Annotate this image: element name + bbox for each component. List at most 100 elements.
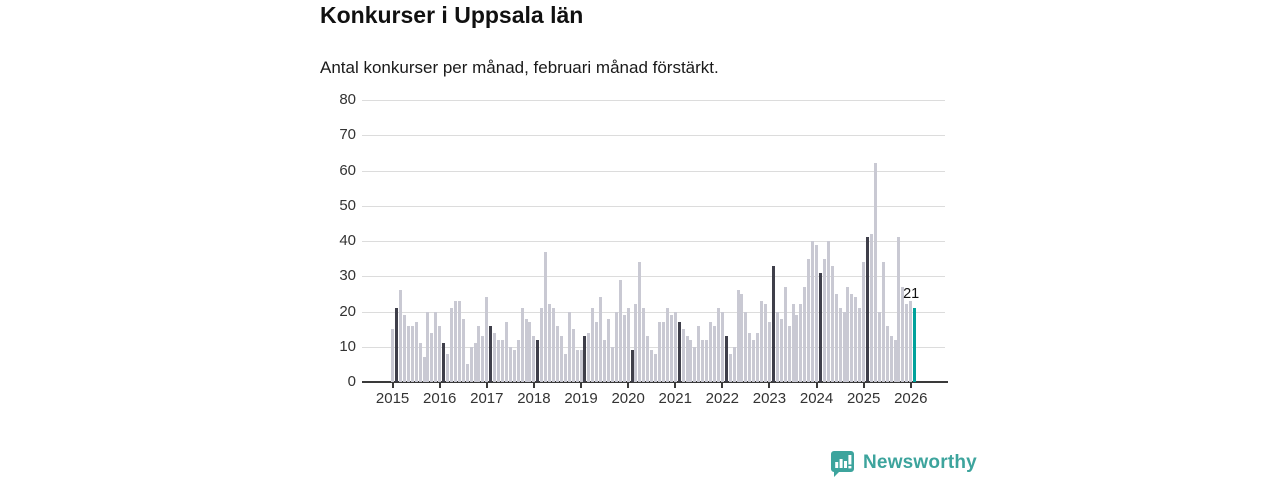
bar-2025-01 [862, 262, 866, 382]
bar-2020-04 [638, 262, 642, 382]
bar-2025-07 [885, 325, 889, 382]
bar-2025-05 [877, 311, 881, 382]
bar-2017-04 [497, 339, 501, 382]
bar-2021-01 [673, 311, 677, 382]
bar-2022-02 [724, 336, 728, 382]
bar-2015-03 [398, 290, 402, 382]
bar-2018-01 [532, 336, 536, 382]
bar-2020-09 [658, 322, 662, 382]
bar-2016-07 [461, 318, 465, 382]
bar-2021-12 [716, 307, 720, 382]
bar-2015-01 [391, 329, 395, 382]
y-axis-tick-label: 80 [339, 91, 356, 108]
bar-2025-06 [881, 262, 885, 382]
bar-2023-08 [795, 315, 799, 382]
bar-2017-08 [512, 350, 516, 382]
newsworthy-logo[interactable]: Newsworthy [830, 449, 977, 477]
x-axis-tick-label: 2021 [658, 390, 692, 407]
bar-2016-09 [469, 346, 473, 382]
bar-2022-07 [744, 311, 748, 382]
x-axis-tickmark-2019 [580, 383, 583, 388]
bar-2020-10 [661, 322, 665, 382]
gridline-y-20 [362, 311, 945, 313]
bar-2017-07 [508, 346, 512, 382]
bar-2017-11 [524, 318, 528, 382]
bar-2019-07 [603, 339, 607, 382]
y-axis-tick-label: 40 [339, 232, 356, 249]
bar-2019-11 [618, 279, 622, 382]
bar-2020-05 [642, 307, 646, 382]
y-axis-tick-label: 70 [339, 126, 356, 144]
bar-2021-08 [701, 339, 705, 382]
bar-2018-12 [575, 350, 579, 382]
x-axis-tick-label: 2017 [470, 390, 504, 407]
bar-2026-02 [913, 307, 917, 382]
gridline-y-50 [362, 205, 945, 207]
bar-2017-10 [520, 307, 524, 382]
bar-2018-10 [567, 311, 571, 382]
bar-2022-11 [760, 300, 764, 382]
logo-bar-tall [844, 460, 847, 468]
bar-2021-11 [712, 325, 716, 382]
bar-2020-12 [669, 315, 673, 382]
bar-2021-10 [709, 322, 713, 382]
x-axis-tickmark-2022 [721, 383, 724, 388]
bar-2024-05 [830, 265, 834, 382]
bar-2019-03 [587, 332, 591, 382]
bar-2021-04 [685, 336, 689, 382]
x-axis-tick-label: 2025 [846, 390, 881, 407]
bar-2019-10 [614, 311, 618, 382]
x-axis-tick-label: 2016 [423, 390, 457, 407]
bar-2022-09 [752, 339, 756, 382]
bar-2017-05 [501, 339, 504, 382]
bar-2019-09 [610, 346, 614, 382]
x-axis-tickmark-2017 [485, 383, 488, 388]
bar-2023-10 [803, 286, 807, 382]
bar-2016-04 [449, 307, 453, 382]
bar-2021-03 [681, 329, 685, 382]
bar-2022-01 [720, 311, 724, 382]
bar-2025-09 [893, 339, 897, 382]
bar-2022-05 [736, 290, 740, 382]
x-axis-tick-label: 2020 [611, 390, 645, 407]
x-axis-tickmark-2026 [909, 383, 912, 388]
y-axis-tick-label: 0 [347, 373, 356, 390]
x-axis-tick-label: 2022 [705, 390, 740, 407]
bar-2016-02 [442, 343, 446, 382]
bar-2017-12 [528, 322, 532, 382]
y-axis-tick-label: 30 [339, 267, 356, 285]
logo-exclamation-stem [848, 454, 852, 464]
latest-bar-value-label: 21 [903, 285, 920, 302]
bar-2022-03 [728, 353, 732, 382]
bar-2016-08 [465, 364, 469, 382]
bar-2026-01 [909, 300, 913, 382]
bar-2022-08 [748, 332, 752, 382]
bar-2023-12 [811, 241, 815, 382]
bar-2023-09 [799, 304, 803, 382]
bar-2021-06 [693, 346, 697, 382]
bar-2019-06 [599, 297, 603, 382]
bar-2019-04 [591, 307, 595, 382]
bar-2015-09 [422, 357, 426, 382]
bar-2023-01 [767, 322, 771, 382]
gridline-y-70 [362, 135, 945, 137]
bar-2019-12 [622, 315, 626, 382]
bar-2018-06 [552, 307, 556, 382]
x-axis-tick-label: 2015 [375, 390, 410, 407]
bar-2025-08 [889, 336, 893, 382]
bar-2025-04 [873, 163, 877, 382]
logo-bar-medium [839, 458, 843, 468]
x-axis-tickmark-2021 [674, 383, 677, 388]
logo-exclamation-dot [848, 465, 852, 468]
bar-2023-11 [807, 258, 811, 382]
bar-2015-10 [426, 311, 430, 382]
bar-2018-08 [559, 336, 563, 382]
bar-2020-03 [634, 304, 638, 382]
bar-2024-03 [822, 258, 826, 382]
gridline-y-60 [362, 170, 945, 172]
bar-2018-03 [540, 307, 544, 382]
bar-2021-05 [689, 339, 693, 382]
bar-2020-08 [654, 353, 658, 382]
